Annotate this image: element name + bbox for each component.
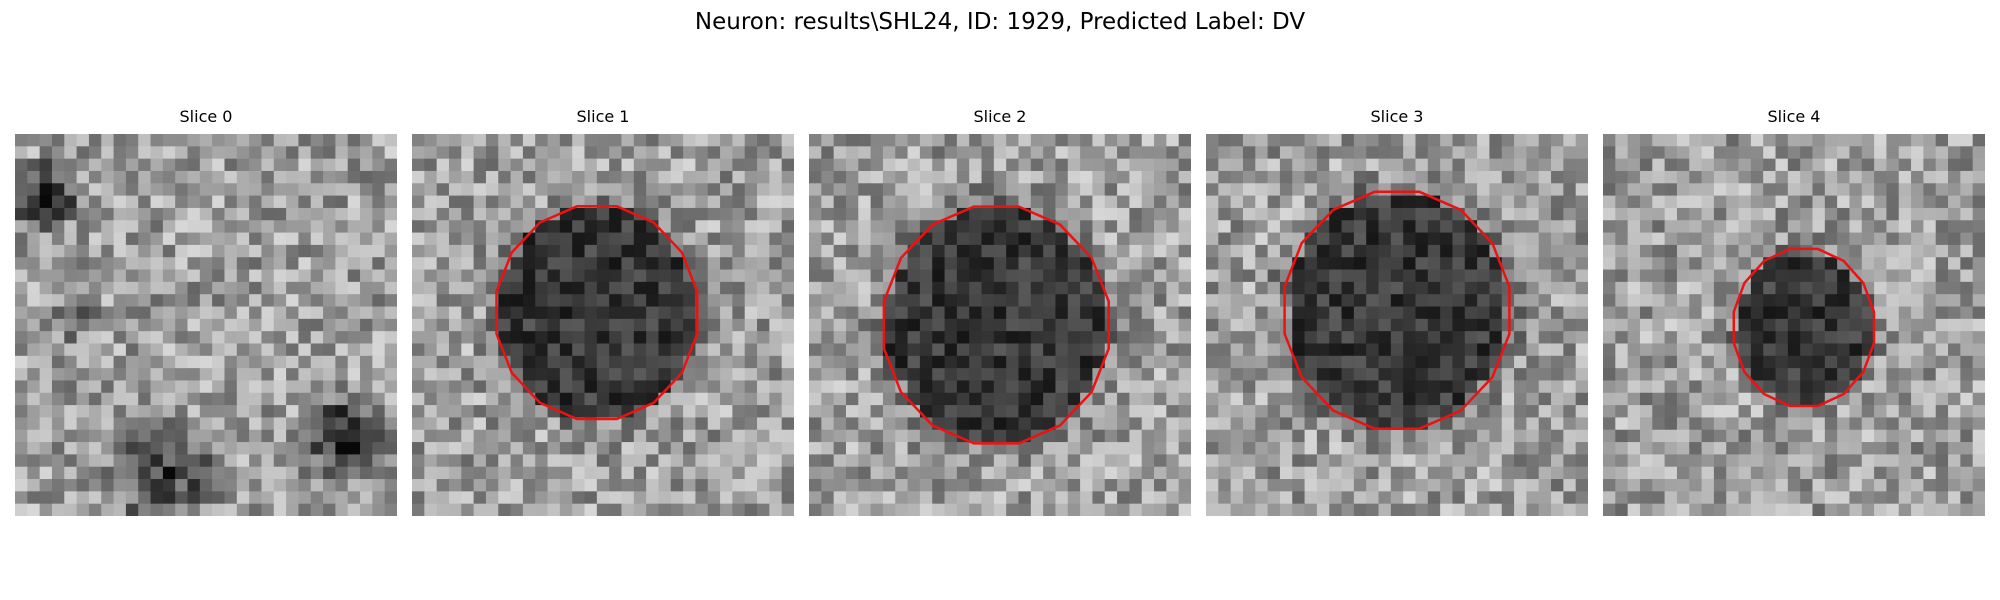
slice-image-0 (15, 134, 397, 516)
slice-title-0: Slice 0 (179, 107, 233, 126)
figure-title: Neuron: results\SHL24, ID: 1929, Predict… (694, 9, 1306, 35)
neuron-contour (495, 205, 699, 421)
slice-title-3: Slice 3 (1370, 107, 1424, 126)
slice-title-4: Slice 4 (1767, 107, 1821, 126)
pixel-grid (1206, 134, 1588, 516)
neuron-contour (1283, 190, 1511, 430)
neuron-contour (882, 205, 1110, 445)
pixel-grid (809, 134, 1191, 516)
slice-image-1 (412, 134, 794, 516)
slice-title-1: Slice 1 (576, 107, 630, 126)
slice-title-2: Slice 2 (973, 107, 1027, 126)
slice-image-4 (1603, 134, 1985, 516)
pixel-grid (412, 134, 794, 516)
pixel-grid (1603, 134, 1985, 516)
slice-image-3 (1206, 134, 1588, 516)
neuron-contour (1732, 247, 1876, 408)
pixel-grid (15, 134, 397, 516)
slice-image-2 (809, 134, 1191, 516)
